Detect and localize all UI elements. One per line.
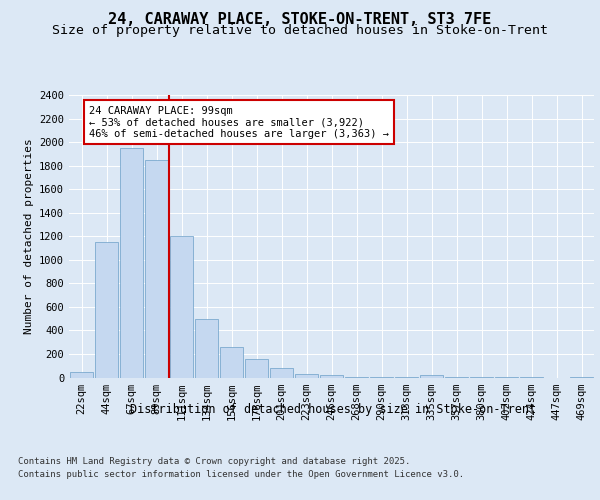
Bar [145,160,168,378]
Bar [245,358,268,378]
Text: Contains public sector information licensed under the Open Government Licence v3: Contains public sector information licen… [18,470,464,479]
Text: Contains HM Land Registry data © Crown copyright and database right 2025.: Contains HM Land Registry data © Crown c… [18,458,410,466]
Bar [320,375,343,378]
Text: Size of property relative to detached houses in Stoke-on-Trent: Size of property relative to detached ho… [52,24,548,37]
Text: 24, CARAWAY PLACE, STOKE-ON-TRENT, ST3 7FE: 24, CARAWAY PLACE, STOKE-ON-TRENT, ST3 7… [109,12,491,28]
Text: 24 CARAWAY PLACE: 99sqm
← 53% of detached houses are smaller (3,922)
46% of semi: 24 CARAWAY PLACE: 99sqm ← 53% of detache… [89,106,389,139]
Bar [570,377,593,378]
Bar [220,347,243,378]
Bar [345,377,368,378]
Bar [270,368,293,378]
Y-axis label: Number of detached properties: Number of detached properties [23,138,34,334]
Bar [95,242,118,378]
Bar [120,148,143,378]
Bar [420,375,443,378]
Bar [170,236,193,378]
Bar [70,372,93,378]
Bar [295,374,318,378]
Bar [195,318,218,378]
Text: Distribution of detached houses by size in Stoke-on-Trent: Distribution of detached houses by size … [130,402,536,415]
